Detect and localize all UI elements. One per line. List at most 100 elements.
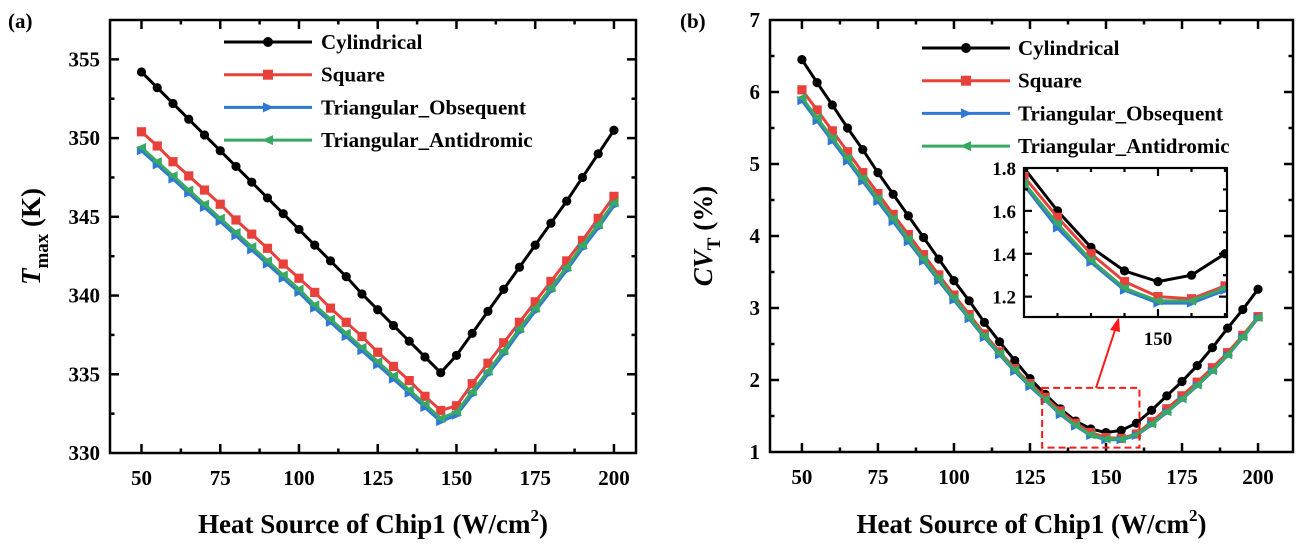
y-tick-label: 335 xyxy=(69,362,101,386)
data-point xyxy=(546,276,556,286)
data-point xyxy=(949,290,959,300)
data-point xyxy=(1009,365,1020,375)
data-point xyxy=(167,171,178,181)
data-point xyxy=(373,347,383,357)
data-point xyxy=(262,193,273,203)
panel-label: (b) xyxy=(680,9,706,33)
data-point xyxy=(841,153,853,163)
legend-marker xyxy=(263,69,273,80)
inset-plot: 150 1.2 1.4 1.6 1.8 xyxy=(919,7,1264,350)
data-point xyxy=(917,254,929,264)
y-axis-title-unit: (K) xyxy=(16,188,46,234)
data-point xyxy=(325,256,336,266)
data-point xyxy=(1186,270,1197,280)
data-point xyxy=(420,352,430,362)
data-point xyxy=(529,303,540,313)
data-point xyxy=(1192,377,1202,387)
data-point xyxy=(872,193,883,204)
data-point xyxy=(609,125,619,135)
data-point xyxy=(985,136,995,145)
data-point xyxy=(562,196,572,206)
data-point xyxy=(1010,355,1020,366)
data-point xyxy=(467,328,477,338)
x-tick-label: 125 xyxy=(1014,465,1046,489)
data-point xyxy=(278,209,288,219)
data-point xyxy=(797,85,807,95)
data-point xyxy=(827,126,837,136)
data-point xyxy=(1191,380,1202,390)
data-point xyxy=(278,259,288,269)
x-tick-label: 50 xyxy=(791,465,812,489)
data-point xyxy=(1238,304,1248,315)
y-axis-title-main: CV xyxy=(688,248,718,286)
data-point xyxy=(135,142,147,153)
data-point xyxy=(419,399,430,409)
data-point xyxy=(310,240,320,250)
data-point xyxy=(1119,277,1130,287)
y-tick-label: 355 xyxy=(69,47,101,71)
data-point xyxy=(986,131,995,140)
legend-marker xyxy=(961,75,971,86)
data-point xyxy=(387,371,399,381)
data-point xyxy=(530,240,540,250)
data-point xyxy=(1185,296,1197,306)
data-point xyxy=(609,191,619,201)
data-point xyxy=(499,338,509,348)
legend-item: Triangular_Obsequent xyxy=(224,95,526,119)
series-line xyxy=(140,130,616,412)
legend-item: Square xyxy=(224,63,385,87)
data-point xyxy=(1177,391,1187,401)
data-point xyxy=(1147,405,1157,415)
data-point xyxy=(592,220,603,230)
data-point xyxy=(964,309,974,320)
data-point xyxy=(811,113,822,123)
x-axis-title: Heat Source of Chip1 (W/cm2) xyxy=(857,506,1207,539)
data-point xyxy=(246,242,257,252)
data-point xyxy=(919,7,928,16)
data-point xyxy=(842,147,853,157)
legend: Cylindrical Square Triangular_Obsequent Tri… xyxy=(224,30,533,152)
data-point xyxy=(199,130,210,140)
y-tick-label: 1.6 xyxy=(992,202,1016,223)
data-point xyxy=(873,188,883,199)
data-point xyxy=(372,357,383,367)
legend-item: Cylindrical xyxy=(922,36,1120,60)
legend-label: Square xyxy=(321,63,385,87)
plot-frame xyxy=(108,18,638,455)
data-point xyxy=(294,224,304,235)
legend-item: Triangular_Antidromic xyxy=(922,134,1230,158)
data-point xyxy=(435,413,446,423)
data-point xyxy=(545,283,556,293)
data-point xyxy=(1254,253,1264,262)
inset-background xyxy=(1024,168,1227,317)
y-axis-title-unit: (%) xyxy=(688,186,718,238)
data-point xyxy=(373,305,383,315)
x-tick-label: 150 xyxy=(1144,329,1173,350)
data-point xyxy=(577,235,588,246)
data-point xyxy=(593,213,603,223)
data-point xyxy=(576,240,588,250)
legend-marker xyxy=(263,102,274,113)
data-point xyxy=(261,256,273,266)
x-axis-title-superscript: 2 xyxy=(1189,506,1198,525)
data-point xyxy=(1253,284,1263,294)
x-axis-title-close: ) xyxy=(1197,509,1206,539)
y-tick-label: 7 xyxy=(750,8,761,32)
y-tick-label: 1.4 xyxy=(992,245,1016,266)
y-axis-title-subscript: max xyxy=(32,233,53,268)
y-axis-title: CVT (%) xyxy=(688,186,725,286)
data-point xyxy=(168,98,178,109)
data-point xyxy=(183,185,194,195)
y-axis-title-subscript: T xyxy=(704,237,725,250)
data-point xyxy=(797,55,807,65)
data-point xyxy=(934,254,944,264)
data-point xyxy=(325,303,336,313)
data-point xyxy=(151,157,162,167)
data-point xyxy=(918,250,929,260)
data-point xyxy=(357,331,367,342)
zoom-arrow-head xyxy=(1110,317,1120,332)
series-triangular_antidromic xyxy=(796,93,1263,444)
series-line xyxy=(140,149,616,424)
data-point xyxy=(842,123,853,133)
